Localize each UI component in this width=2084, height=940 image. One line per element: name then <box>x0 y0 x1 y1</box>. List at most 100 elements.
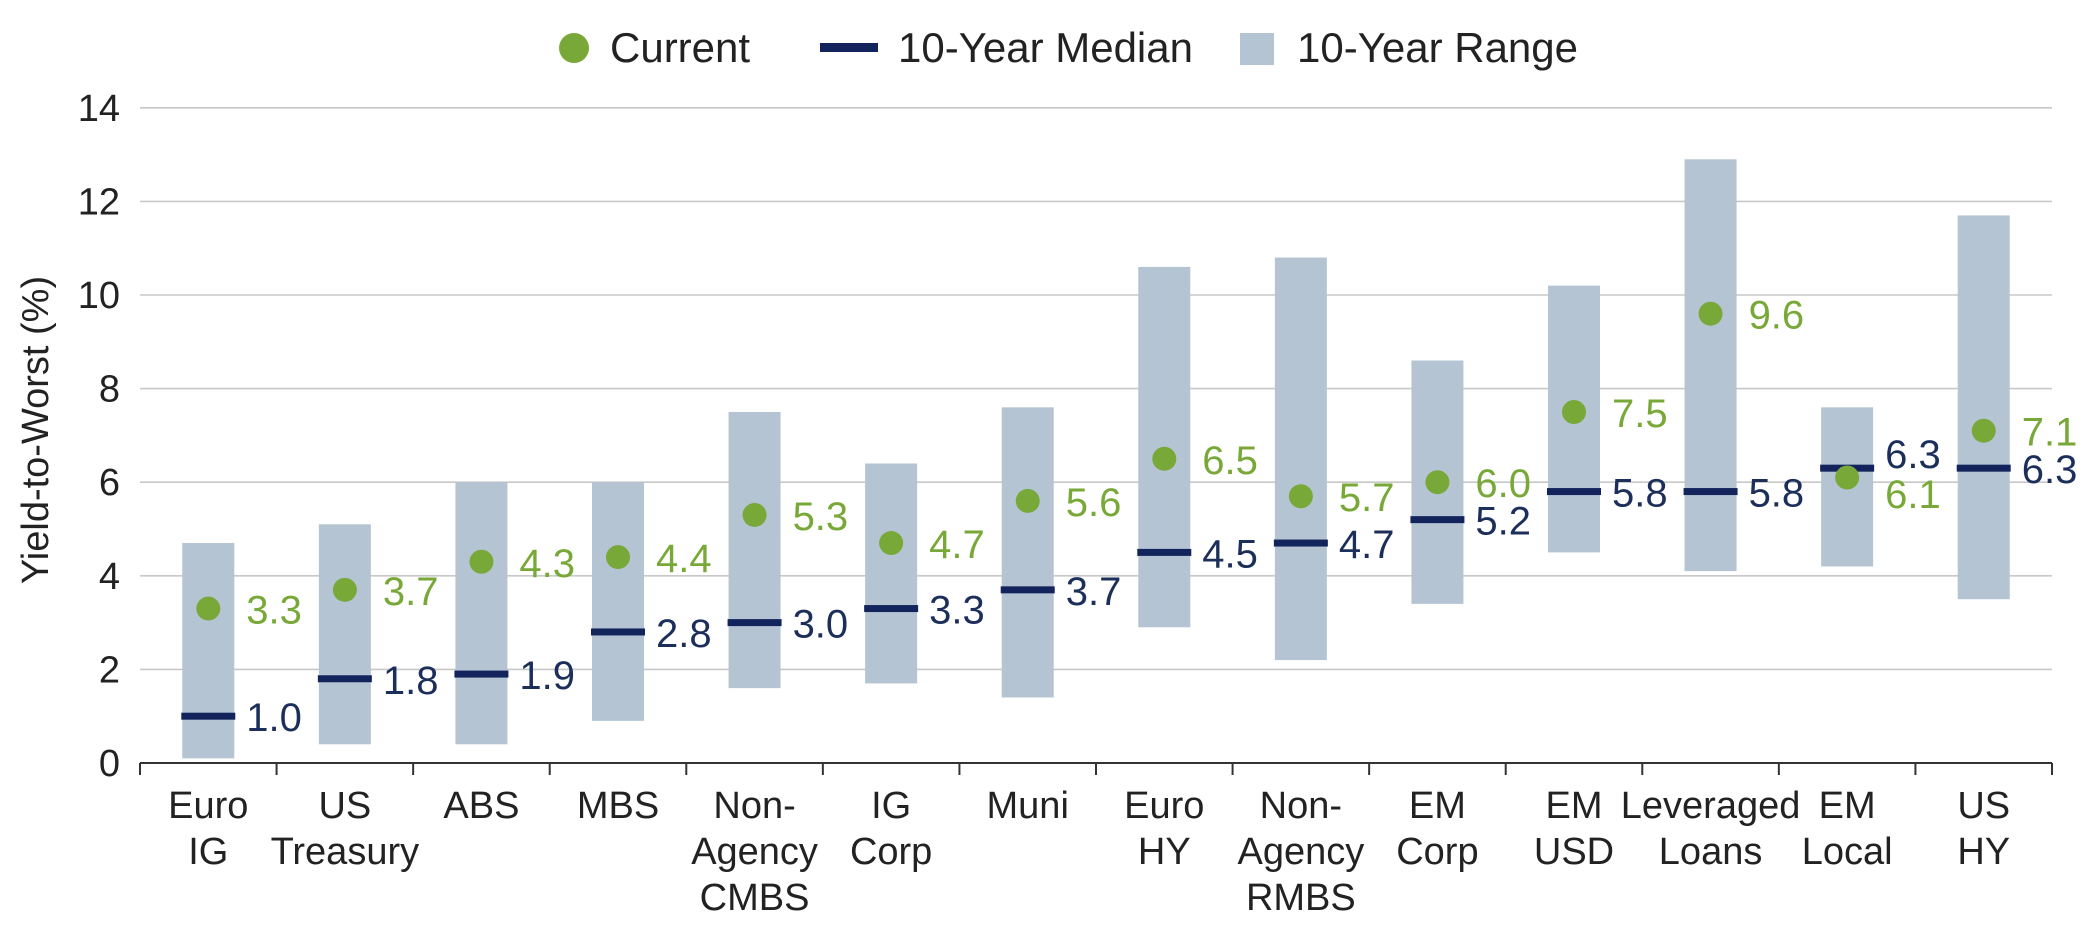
legend: Current 10-Year Median 10-Year Range <box>559 24 1578 71</box>
x-category-label-line: Agency <box>691 831 818 873</box>
y-axis-ticks: 0 2 4 6 8 10 12 14 <box>78 88 120 785</box>
median-marker-em-corp <box>1410 516 1465 524</box>
median-marker-muni <box>1000 586 1055 594</box>
current-label-non--agency-rmbs: 5.7 <box>1339 476 1395 520</box>
x-category-label-line: EM <box>1546 785 1603 827</box>
x-category-label: Non-Agency RMBS <box>1237 785 1364 919</box>
x-category-label-line: Corp <box>1396 831 1478 873</box>
legend-range-marker <box>1240 33 1274 65</box>
range-bar-abs <box>455 482 508 745</box>
median-marker-mbs <box>591 628 645 636</box>
current-markers <box>196 301 1996 621</box>
x-category-label-line: RMBS <box>1246 877 1356 919</box>
range-bar-leveraged-loans <box>1684 159 1737 572</box>
x-category-label-line: HY <box>1957 831 2010 873</box>
x-category-label-line: US <box>318 785 371 827</box>
x-category-label-line: ABS <box>443 785 519 827</box>
legend-current-label: Current <box>610 24 750 71</box>
x-category-label: Non-Agency CMBS <box>691 785 818 919</box>
x-category-label-line: Treasury <box>271 831 420 873</box>
x-category-label-line: HY <box>1138 831 1191 873</box>
x-category-label-line: MBS <box>577 785 659 827</box>
x-category-label: Leveraged Loans <box>1621 785 1801 873</box>
median-marker-ig-corp <box>864 605 919 613</box>
y-tick-label-10: 10 <box>78 275 120 317</box>
current-dot-non--agency-cmbs <box>742 502 767 527</box>
median-label-us-hy: 6.3 <box>2022 448 2078 492</box>
median-marker-euro-ig <box>181 712 236 720</box>
median-label-us-treasury: 1.8 <box>383 659 439 703</box>
x-category-label-line: CMBS <box>700 877 810 919</box>
y-tick-label-12: 12 <box>78 181 120 223</box>
legend-current-marker <box>559 33 589 63</box>
current-dot-leveraged-loans <box>1698 301 1723 326</box>
y-tick-label-4: 4 <box>99 556 120 598</box>
x-category-label-line: US <box>1957 785 2010 827</box>
current-label-ig-corp: 4.7 <box>929 523 985 567</box>
median-label-abs: 1.9 <box>519 654 575 698</box>
range-bar-mbs <box>592 482 644 721</box>
current-label-em-usd: 7.5 <box>1612 392 1668 436</box>
x-category-label: IG Corp <box>850 785 932 873</box>
x-category-label-line: EM <box>1819 785 1876 827</box>
value-labels: 3.3 1.0 3.7 1.8 4.3 1.9 4.4 2.8 5.3 3.0 4.7 3.3 5.6 3… <box>246 294 2077 740</box>
legend-range-label: 10-Year Range <box>1297 24 1578 71</box>
x-category-label-line: Muni <box>987 785 1069 827</box>
current-label-leveraged-loans: 9.6 <box>1749 294 1805 338</box>
current-dot-us-treasury <box>332 577 357 602</box>
current-label-em-corp: 6.0 <box>1475 462 1531 506</box>
median-marker-non--agency-rmbs <box>1273 539 1328 547</box>
current-dot-muni <box>1015 488 1040 513</box>
range-bar-us-hy <box>1957 215 2010 600</box>
y-tick-label-8: 8 <box>99 369 120 411</box>
current-dot-euro-ig <box>196 596 221 621</box>
current-label-euro-ig: 3.3 <box>246 589 302 633</box>
current-label-non--agency-cmbs: 5.3 <box>793 495 849 539</box>
current-dot-us-hy <box>1971 418 1996 443</box>
median-marker-us-treasury <box>317 675 372 683</box>
median-marker-abs <box>454 670 509 678</box>
y-tick-label-6: 6 <box>99 462 120 504</box>
median-marker-non--agency-cmbs <box>727 619 782 627</box>
current-dot-ig-corp <box>879 531 904 556</box>
x-category-label: US Treasury <box>271 785 420 873</box>
x-category-label-line: IG <box>188 831 228 873</box>
range-bar-euro-ig <box>182 543 235 759</box>
median-label-non--agency-rmbs: 4.7 <box>1339 523 1395 567</box>
current-dot-non--agency-rmbs <box>1288 484 1313 509</box>
median-label-non--agency-cmbs: 3.0 <box>793 603 849 647</box>
y-tick-label-14: 14 <box>78 88 120 130</box>
x-category-label: MBS <box>577 785 659 827</box>
x-category-label-line: IG <box>871 785 911 827</box>
x-category-label-line: EM <box>1409 785 1466 827</box>
x-category-label-line: Local <box>1802 831 1893 873</box>
median-label-euro-hy: 4.5 <box>1202 532 1258 576</box>
current-label-euro-hy: 6.5 <box>1202 439 1258 483</box>
x-category-label-line: USD <box>1534 831 1614 873</box>
x-category-label-line: Non- <box>1260 785 1342 827</box>
range-bar-non--agency-cmbs <box>728 412 781 689</box>
current-dot-em-usd <box>1562 400 1586 424</box>
x-category-label-line: Euro <box>1124 785 1204 827</box>
current-dot-euro-hy <box>1152 446 1177 471</box>
current-dot-mbs <box>606 545 630 570</box>
y-axis-label: Yield-to-Worst (%) <box>15 276 57 584</box>
x-category-label-line: Non- <box>713 785 795 827</box>
current-dot-em-local <box>1835 465 1860 490</box>
x-category-label: US HY <box>1957 785 2010 873</box>
x-category-label: ABS <box>443 785 519 827</box>
current-label-mbs: 4.4 <box>656 537 712 581</box>
current-label-muni: 5.6 <box>1066 481 1122 525</box>
median-marker-em-usd <box>1547 488 1601 496</box>
median-marker-euro-hy <box>1137 548 1192 556</box>
x-category-label-line: Loans <box>1659 831 1763 873</box>
y-tick-label-2: 2 <box>99 649 120 691</box>
median-label-em-usd: 5.8 <box>1612 472 1668 516</box>
range-bar-non--agency-rmbs <box>1274 257 1327 661</box>
range-bar-ig-corp <box>865 463 918 684</box>
range-bar-us-treasury <box>318 524 371 745</box>
median-label-muni: 3.7 <box>1066 570 1122 614</box>
y-tick-label-0: 0 <box>99 743 120 785</box>
